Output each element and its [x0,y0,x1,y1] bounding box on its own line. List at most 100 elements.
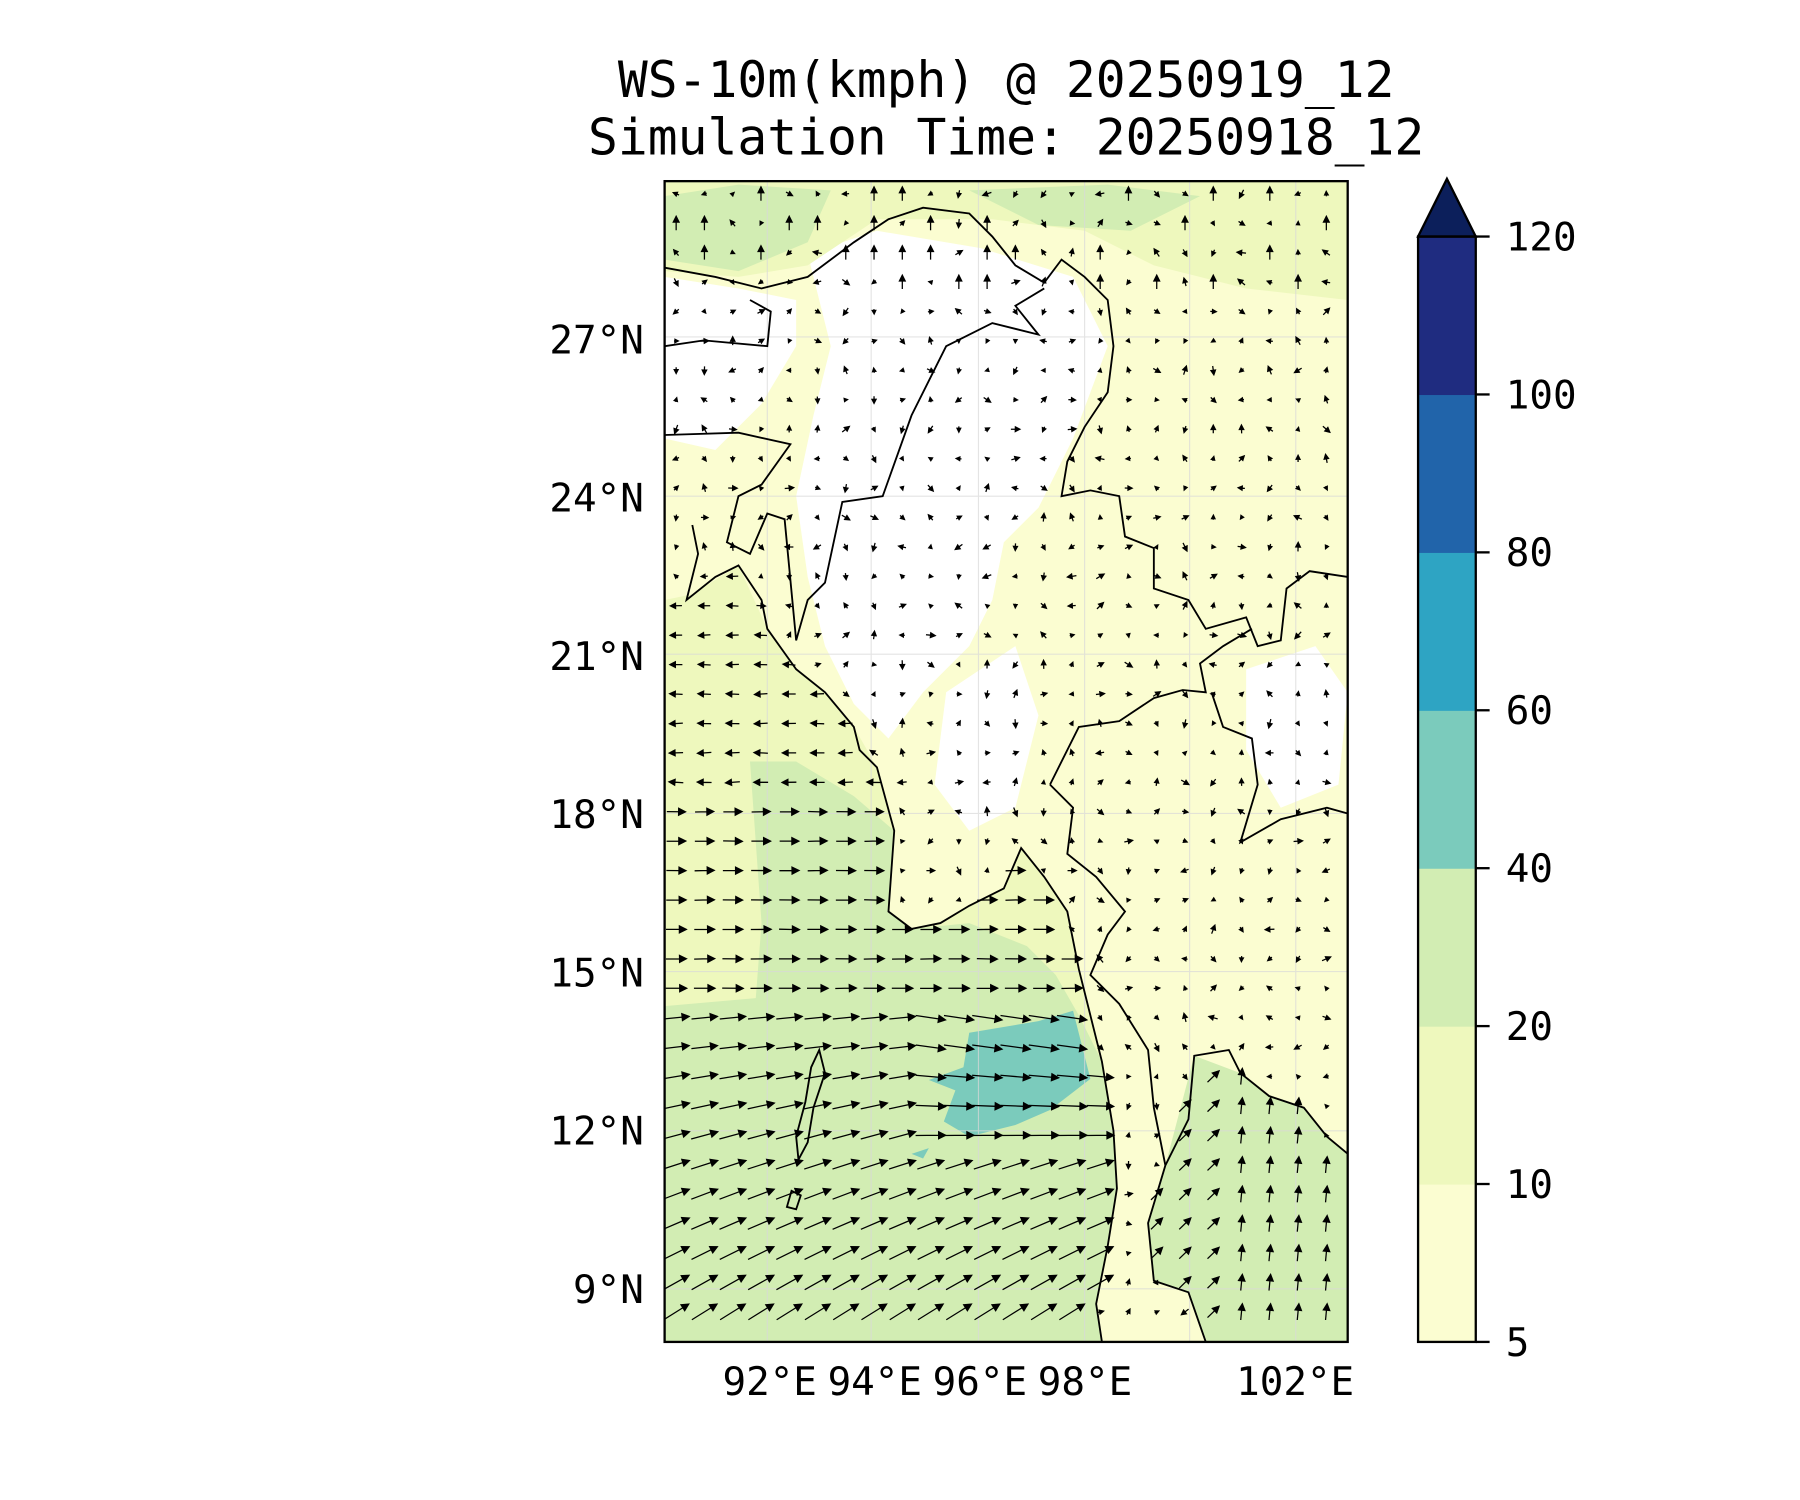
wind-vector [695,778,712,787]
wind-vector [1040,838,1048,845]
wind-vector [1182,425,1189,434]
wind-vector [1265,1273,1275,1291]
wind-vector [672,214,681,231]
wind-vector [815,572,821,580]
wind-vector [976,954,999,964]
wind-vector [1323,514,1329,521]
wind-vector [1033,924,1056,934]
wind-vector [1000,1101,1032,1111]
wind-vector [863,924,886,934]
wind-vector [1295,335,1302,346]
wind-vector [748,1303,775,1321]
wind-vector [1126,1014,1132,1021]
wind-vector [955,719,961,727]
wind-vector [757,367,764,374]
wind-vector [694,865,716,875]
wind-vector [1068,691,1075,697]
wind-vector [835,924,858,934]
wind-vector [920,983,943,993]
wind-vector [719,1012,748,1022]
wind-vector [898,660,906,671]
wind-vector [948,983,971,993]
wind-vector [976,924,999,934]
wind-vector [977,895,999,905]
wind-vector [1154,868,1161,874]
wind-vector [1321,249,1331,256]
wind-vector [889,1303,917,1321]
wind-vector [1294,190,1302,197]
wind-vector [691,1187,719,1200]
lat-tick-label: 15°N [549,951,643,996]
wind-vector [1012,366,1019,376]
wind-vector [724,719,740,728]
wind-vector [1040,808,1047,817]
wind-vector [889,1274,917,1291]
wind-vector [983,214,992,231]
wind-vector [842,573,849,581]
wind-vector [1069,632,1076,639]
wind-vector [1322,807,1330,818]
wind-vector [690,1158,720,1170]
wind-vector [700,337,710,345]
wind-vector [1181,1012,1189,1023]
wind-vector [1096,1014,1103,1022]
wind-vector [1207,1128,1221,1142]
wind-vector [691,1216,719,1230]
gulf-band-20-40 [1148,1055,1348,1342]
wind-vector [1070,808,1076,815]
wind-vector [1153,955,1160,962]
wind-vector [984,838,991,846]
wind-vector [1125,867,1132,876]
wind-vector [1210,455,1216,462]
wind-vector [1322,1073,1329,1079]
wind-vector [1266,484,1273,493]
wind-vector [664,1187,691,1200]
wind-vector [1061,983,1084,993]
wind-vector [1153,720,1159,728]
wind-vector [837,778,853,787]
wind-vector [701,424,708,434]
wind-vector [842,307,849,317]
wind-vector [1040,484,1048,491]
wind-vector [1002,1274,1030,1291]
wind-vector [1323,926,1331,932]
wind-vector [812,543,822,550]
wind-vector [1011,838,1019,845]
wind-vector [1209,365,1217,377]
chart-title-line-1: WS-10m(kmph) @ 20250919_12 [618,51,1395,109]
wind-vector [776,1042,804,1051]
wind-vector [1040,190,1047,199]
wind-vector [758,573,764,579]
wind-vector [1012,807,1019,818]
wind-vector [1266,718,1274,730]
wind-vector [806,983,830,993]
wind-vector [928,603,934,610]
wind-vector [813,455,821,462]
wind-vector [1296,867,1302,874]
wind-vector [1209,273,1218,290]
wind-vector [752,719,768,728]
wind-vector [1208,661,1217,668]
wind-vector [1210,513,1216,520]
wind-vector [1094,455,1105,462]
wind-vector [836,836,857,846]
wind-vector [955,633,963,639]
wind-vector [956,691,963,697]
wind-vector [722,983,745,993]
wind-vector [926,367,936,373]
wind-vector [982,543,991,550]
wind-vector [722,924,745,934]
wind-vector [954,273,963,290]
wind-vector [1322,838,1331,845]
wind-vector [1237,1214,1246,1232]
wind-vector [747,1245,776,1260]
wind-vector [664,1071,691,1081]
wind-vector [841,244,850,260]
wind-vector [898,244,907,260]
wind-vector [1265,338,1273,345]
wind-vector [1097,718,1104,727]
wind-vector [666,924,688,934]
wind-vector [1238,337,1244,344]
wind-vector [804,1100,833,1110]
wind-vector [1040,219,1047,229]
